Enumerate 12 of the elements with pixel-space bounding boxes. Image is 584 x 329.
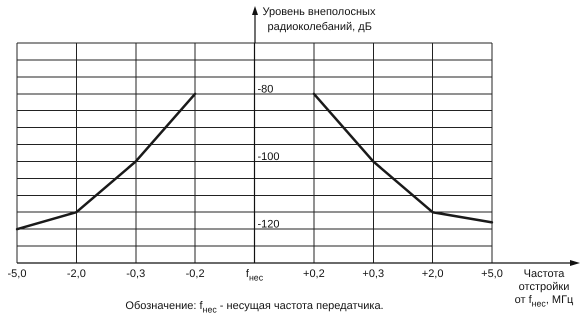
x-tick-label: -0,2 [186, 268, 205, 280]
x-tick-label: +0,2 [303, 268, 325, 280]
x-tick-label: +0,3 [362, 268, 384, 280]
x-tick-label: -5,0 [8, 268, 26, 280]
y-tick-label: -80 [258, 83, 274, 96]
y-axis-title: Уровень внеполосных радиоколебаний, дБ [262, 6, 376, 33]
y-tick-label: -120 [258, 218, 280, 231]
x-tick-label: +5,0 [481, 268, 503, 280]
x-tick-label: -0,3 [126, 268, 146, 280]
y-tick-label: -100 [258, 150, 280, 163]
x-tick-label: -2,0 [66, 268, 86, 280]
x-tick-label: +2,0 [422, 268, 444, 280]
